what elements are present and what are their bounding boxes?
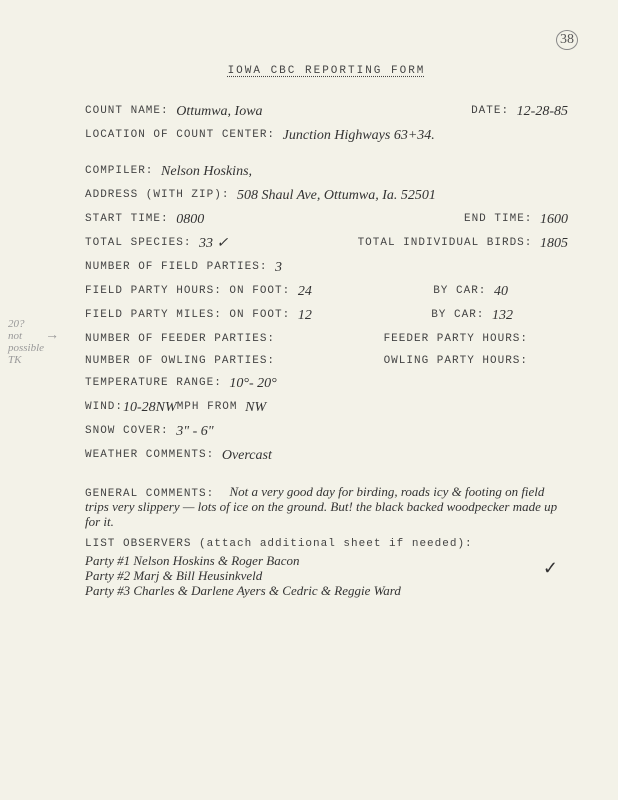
label-fp-miles: FIELD PARTY MILES: ON FOOT: — [85, 309, 298, 323]
row-time: START TIME: 0800 END TIME: 1600 — [85, 213, 568, 227]
margin-line2: not — [8, 330, 44, 342]
label-total-birds: TOTAL INDIVIDUAL BIRDS: — [358, 237, 540, 251]
observers-list: Party #1 Nelson Hoskins & Roger Bacon Pa… — [85, 554, 568, 599]
row-feeder: NUMBER OF FEEDER PARTIES: FEEDER PARTY H… — [85, 333, 568, 345]
margin-line4: TK — [8, 354, 44, 366]
margin-arrow: → — [48, 328, 56, 344]
value-total-species: 33 ✓ — [199, 237, 228, 251]
label-owling-hours: OWLING PARTY HOURS: — [384, 355, 528, 367]
row-parties: NUMBER OF FIELD PARTIES: 3 — [85, 261, 568, 275]
value-temp: 10°- 20° — [229, 377, 276, 391]
label-fp-hours: FIELD PARTY HOURS: ON FOOT: — [85, 285, 298, 299]
value-fp-miles-car: 132 — [492, 309, 513, 323]
margin-note: 20? not possible TK — [8, 318, 44, 366]
row-totals: TOTAL SPECIES: 33 ✓ TOTAL INDIVIDUAL BIR… — [85, 237, 568, 251]
value-wind2: NW — [245, 401, 266, 415]
value-weather: Overcast — [222, 449, 272, 463]
row-weather: WEATHER COMMENTS: Overcast — [85, 449, 568, 463]
label-fp-miles-car: BY CAR: — [431, 309, 492, 323]
value-count-name: Ottumwa, Iowa — [176, 105, 262, 119]
label-feeder-parties: NUMBER OF FEEDER PARTIES: — [85, 333, 275, 345]
label-fp-hours-car: BY CAR: — [433, 285, 494, 299]
margin-line3: possible — [8, 342, 44, 354]
label-date: DATE: — [471, 105, 517, 119]
label-observers: LIST OBSERVERS (attach additional sheet … — [85, 538, 473, 550]
label-location: LOCATION OF COUNT CENTER: — [85, 129, 283, 143]
value-total-birds: 1805 — [540, 237, 568, 251]
label-wind: WIND: — [85, 401, 123, 415]
value-fp-hours: 24 — [298, 285, 312, 299]
form-title: IOWA CBC REPORTING FORM — [85, 65, 568, 77]
label-weather: WEATHER COMMENTS: — [85, 449, 222, 463]
row-observers-label: LIST OBSERVERS (attach additional sheet … — [85, 538, 568, 550]
row-fp-hours: FIELD PARTY HOURS: ON FOOT: 24 BY CAR: 4… — [85, 285, 568, 299]
form-page: 38 IOWA CBC REPORTING FORM COUNT NAME: O… — [0, 0, 618, 619]
label-wind2: MPH FROM — [177, 401, 245, 415]
value-end-time: 1600 — [540, 213, 568, 227]
label-total-species: TOTAL SPECIES: — [85, 237, 199, 251]
value-snow: 3" - 6" — [176, 425, 213, 439]
label-feeder-hours: FEEDER PARTY HOURS: — [384, 333, 528, 345]
value-compiler: Nelson Hoskins, — [161, 165, 252, 179]
label-count-name: COUNT NAME: — [85, 105, 176, 119]
label-owling-parties: NUMBER OF OWLING PARTIES: — [85, 355, 275, 367]
row-comments: GENERAL COMMENTS: Not a very good day fo… — [85, 485, 568, 530]
row-temp: TEMPERATURE RANGE: 10°- 20° — [85, 377, 568, 391]
label-snow: SNOW COVER: — [85, 425, 176, 439]
value-address: 508 Shaul Ave, Ottumwa, Ia. 52501 — [237, 189, 436, 203]
value-fp-miles: 12 — [298, 309, 312, 323]
label-compiler: COMPILER: — [85, 165, 161, 179]
page-number: 38 — [556, 30, 578, 50]
row-snow: SNOW COVER: 3" - 6" — [85, 425, 568, 439]
party-2: Party #2 Marj & Bill Heusinkveld — [85, 569, 568, 584]
row-owling: NUMBER OF OWLING PARTIES: OWLING PARTY H… — [85, 355, 568, 367]
row-wind: WIND: 10-28NW MPH FROM NW — [85, 401, 568, 415]
label-end-time: END TIME: — [464, 213, 540, 227]
value-fp-hours-car: 40 — [494, 285, 508, 299]
party-3: Party #3 Charles & Darlene Ayers & Cedri… — [85, 584, 568, 599]
value-start-time: 0800 — [176, 213, 204, 227]
row-count-name: COUNT NAME: Ottumwa, Iowa DATE: 12-28-85 — [85, 105, 568, 119]
row-location: LOCATION OF COUNT CENTER: Junction Highw… — [85, 129, 568, 143]
value-location: Junction Highways 63+34. — [283, 129, 435, 143]
checkmark: ✓ — [543, 558, 558, 579]
party-1: Party #1 Nelson Hoskins & Roger Bacon — [85, 554, 568, 569]
label-temp: TEMPERATURE RANGE: — [85, 377, 229, 391]
label-address: ADDRESS (WITH ZIP): — [85, 189, 237, 203]
row-fp-miles: FIELD PARTY MILES: ON FOOT: 12 BY CAR: 1… — [85, 309, 568, 323]
value-wind: 10-28NW — [123, 401, 177, 415]
label-field-parties: NUMBER OF FIELD PARTIES: — [85, 261, 275, 275]
row-compiler: COMPILER: Nelson Hoskins, — [85, 165, 568, 179]
margin-line1: 20? — [8, 318, 44, 330]
label-start-time: START TIME: — [85, 213, 176, 227]
value-date: 12-28-85 — [517, 105, 568, 119]
value-field-parties: 3 — [275, 261, 282, 275]
row-address: ADDRESS (WITH ZIP): 508 Shaul Ave, Ottum… — [85, 189, 568, 203]
